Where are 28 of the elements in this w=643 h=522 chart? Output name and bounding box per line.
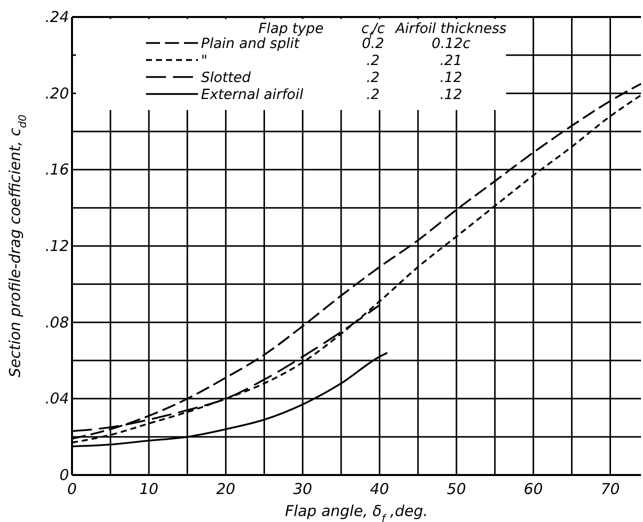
annotation: .2 <box>366 53 380 69</box>
annotation: Airfoil thickness <box>394 21 507 37</box>
legend-label: Slotted <box>201 70 251 86</box>
y-tick-label: .16 <box>45 160 69 179</box>
x-tick-label: 40 <box>370 480 390 498</box>
y-tick-label: .24 <box>45 8 69 26</box>
x-tick-label: 30 <box>293 480 312 498</box>
x-tick-label: 70 <box>600 480 620 498</box>
annotation: .12 <box>440 70 462 86</box>
annotation: 0.12c <box>432 36 471 52</box>
x-tick-label: 10 <box>139 480 158 498</box>
y-tick-label: .20 <box>45 84 69 102</box>
annotation: .12 <box>440 87 462 103</box>
annotation: .21 <box>440 53 462 69</box>
y-tick-label: 0 <box>59 466 69 484</box>
legend-title: Flap type <box>258 21 324 37</box>
y-tick-label: .12 <box>45 237 69 255</box>
y-tick-label: .08 <box>45 313 69 332</box>
x-tick-label: 60 <box>524 480 543 498</box>
y-tick-label: .04 <box>45 390 69 408</box>
legend-label: Plain and split <box>201 36 300 52</box>
x-axis-title: Flap angle, δ$_{f}$ ,deg. <box>285 502 428 522</box>
x-tick-label: 20 <box>216 480 236 498</box>
x-tick-label: 50 <box>446 480 466 498</box>
annotation: .2 <box>366 70 380 86</box>
legend-label: External airfoil <box>201 87 304 103</box>
annotation: .2 <box>366 87 380 103</box>
legend-label: " <box>201 53 208 69</box>
